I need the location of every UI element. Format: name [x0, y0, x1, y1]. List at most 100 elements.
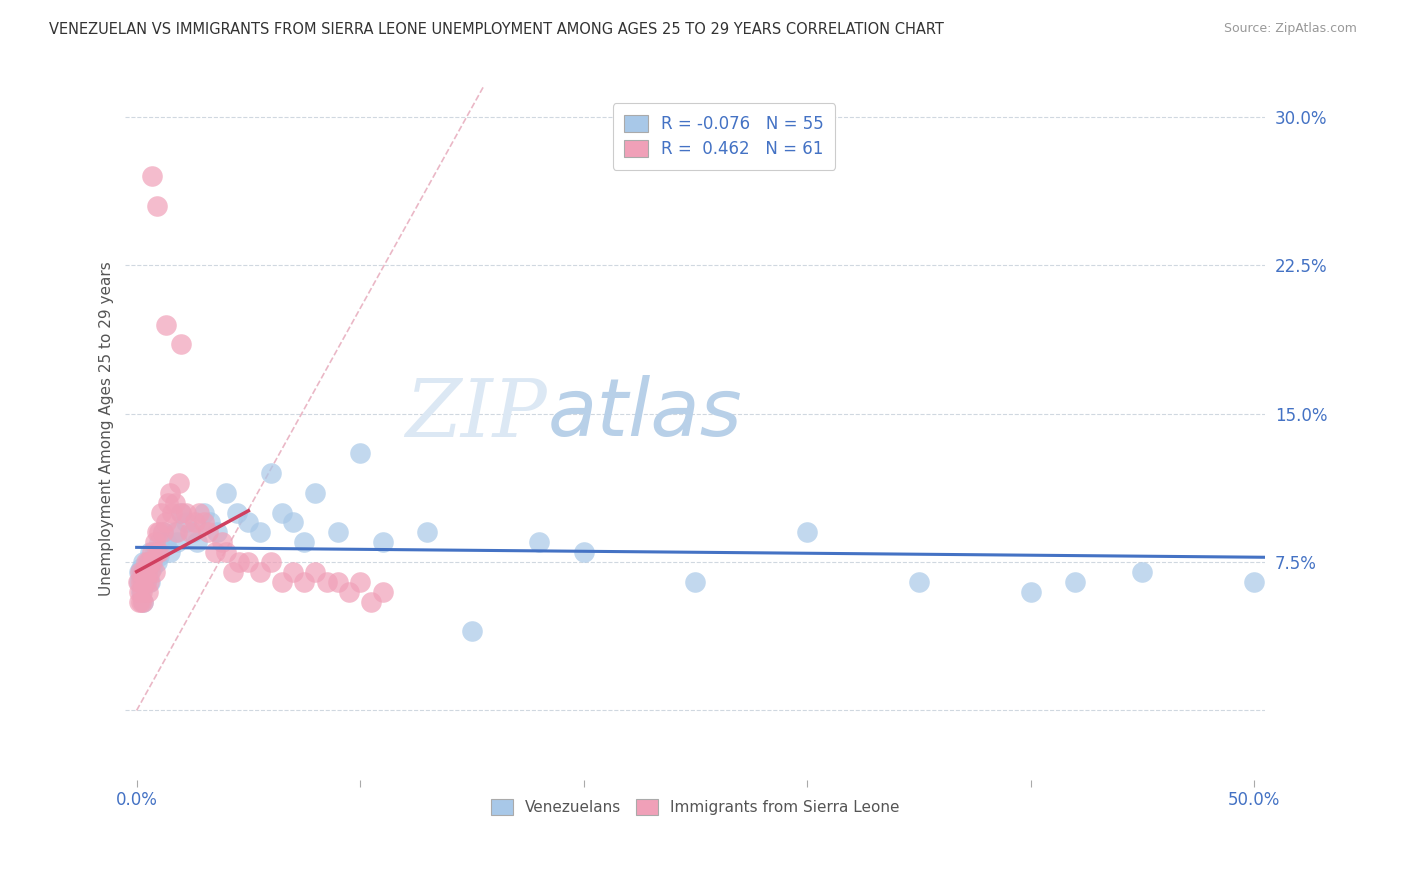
Point	[139, 545, 162, 559]
Point	[136, 555, 159, 569]
Point	[184, 516, 207, 530]
Point	[148, 535, 170, 549]
Point	[292, 574, 315, 589]
Point	[155, 318, 177, 332]
Legend: Venezuelans, Immigrants from Sierra Leone: Venezuelans, Immigrants from Sierra Leon…	[482, 790, 908, 824]
Point	[371, 535, 394, 549]
Point	[179, 525, 201, 540]
Point	[170, 506, 193, 520]
Point	[132, 574, 155, 589]
Point	[135, 574, 157, 589]
Point	[141, 555, 163, 569]
Point	[326, 574, 349, 589]
Point	[135, 565, 157, 579]
Point	[135, 565, 157, 579]
Point	[136, 584, 159, 599]
Point	[141, 555, 163, 569]
Point	[136, 555, 159, 569]
Point	[281, 516, 304, 530]
Point	[143, 565, 166, 579]
Point	[170, 337, 193, 351]
Point	[349, 446, 371, 460]
Point	[132, 574, 155, 589]
Point	[226, 506, 249, 520]
Point	[215, 485, 238, 500]
Point	[155, 535, 177, 549]
Point	[134, 565, 156, 579]
Point	[271, 506, 294, 520]
Point	[167, 475, 190, 490]
Point	[131, 584, 153, 599]
Point	[200, 516, 222, 530]
Point	[193, 516, 215, 530]
Point	[145, 555, 167, 569]
Point	[271, 574, 294, 589]
Point	[238, 516, 260, 530]
Point	[139, 565, 162, 579]
Point	[127, 574, 149, 589]
Point	[281, 565, 304, 579]
Point	[128, 574, 150, 589]
Point	[132, 594, 155, 608]
Point	[135, 574, 157, 589]
Point	[166, 535, 188, 549]
Point	[148, 545, 170, 559]
Point	[228, 555, 250, 569]
Point	[249, 525, 271, 540]
Point	[249, 565, 271, 579]
Text: VENEZUELAN VS IMMIGRANTS FROM SIERRA LEONE UNEMPLOYMENT AMONG AGES 25 TO 29 YEAR: VENEZUELAN VS IMMIGRANTS FROM SIERRA LEO…	[49, 22, 943, 37]
Point	[141, 561, 163, 575]
Point	[150, 506, 173, 520]
Point	[174, 506, 197, 520]
Point	[145, 199, 167, 213]
Point	[132, 594, 155, 608]
Point	[152, 525, 174, 540]
Point	[128, 594, 150, 608]
Point	[315, 574, 337, 589]
Point	[416, 525, 439, 540]
Point	[304, 565, 326, 579]
Point	[461, 624, 484, 639]
Point	[349, 574, 371, 589]
Point	[260, 555, 283, 569]
Point	[170, 506, 193, 520]
Point	[1243, 574, 1265, 589]
Point	[163, 496, 186, 510]
Point	[152, 525, 174, 540]
Point	[136, 569, 159, 583]
Point	[141, 545, 163, 559]
Point	[138, 574, 160, 589]
Point	[135, 555, 157, 569]
Point	[796, 525, 818, 540]
Point	[132, 565, 155, 579]
Point	[1064, 574, 1087, 589]
Point	[215, 545, 238, 559]
Point	[337, 584, 360, 599]
Point	[186, 535, 208, 549]
Point	[132, 555, 155, 569]
Point	[129, 569, 152, 583]
Point	[148, 525, 170, 540]
Point	[188, 506, 211, 520]
Point	[145, 545, 167, 559]
Point	[292, 535, 315, 549]
Point	[129, 594, 152, 608]
Point	[156, 496, 179, 510]
Point	[685, 574, 707, 589]
Point	[143, 535, 166, 549]
Point	[129, 565, 152, 579]
Point	[908, 574, 931, 589]
Point	[326, 525, 349, 540]
Point	[205, 525, 228, 540]
Point	[128, 565, 150, 579]
Point	[174, 516, 197, 530]
Point	[159, 545, 181, 559]
Point	[371, 584, 394, 599]
Point	[163, 525, 186, 540]
Point	[238, 555, 260, 569]
Point	[128, 584, 150, 599]
Point	[141, 169, 163, 184]
Point	[129, 574, 152, 589]
Point	[143, 545, 166, 559]
Point	[155, 516, 177, 530]
